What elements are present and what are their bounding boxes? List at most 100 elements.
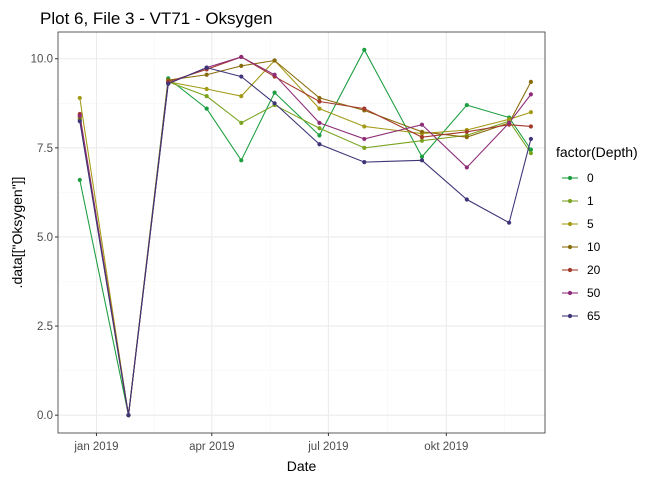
data-point-depth-5 (77, 95, 82, 101)
chart-title: Plot 6, File 3 - VT71 - Oksygen (40, 9, 272, 28)
x-tick-label: apr 2019 (189, 441, 234, 453)
data-point-depth-10 (204, 72, 209, 77)
data-point-depth-65 (272, 101, 277, 106)
data-point-depth-20 (464, 129, 469, 134)
legend-item-depth-5: 5 (562, 217, 594, 231)
data-point-depth-0 (317, 133, 322, 138)
legend-item-depth-0: 0 (562, 171, 594, 185)
y-axis-ticks: 0.0 2.5 5.0 7.5 10.0 (31, 54, 58, 422)
data-point-depth-20 (362, 106, 367, 111)
legend-key-point (567, 267, 573, 273)
data-point-depth-50 (239, 54, 244, 60)
legend-key-point (567, 221, 573, 227)
y-tick-label: 10.0 (31, 54, 53, 66)
minor-gridlines (58, 32, 545, 433)
data-point-depth-0 (77, 177, 82, 183)
legend-label: 50 (587, 286, 601, 300)
data-point-depth-5 (362, 124, 367, 129)
data-point-depth-5 (317, 106, 322, 111)
x-axis-ticks: jan 2019 apr 2019 jul 2019 okt 2019 (73, 433, 468, 453)
legend-item-depth-1: 1 (562, 194, 594, 208)
data-point-depth-65 (362, 160, 367, 165)
y-tick-label: 2.5 (37, 321, 53, 333)
data-point-depth-1 (204, 94, 209, 99)
legend-item-depth-50: 50 (562, 286, 601, 300)
data-point-depth-1 (317, 126, 322, 131)
legend-title: factor(Depth) (556, 144, 638, 160)
legend-key-point (567, 198, 573, 204)
legend-label: 1 (587, 194, 594, 208)
legend-label: 65 (587, 309, 601, 323)
series-line-depth-5 (79, 59, 532, 416)
data-point-depth-50 (507, 120, 512, 125)
data-point-depth-50 (528, 92, 534, 97)
y-axis-title: .data[["Oksygen"]] (9, 177, 25, 289)
series-line-depth-20 (79, 56, 531, 416)
data-point-depth-50 (362, 136, 367, 142)
data-point-depth-65 (166, 81, 171, 86)
major-gridlines (58, 32, 545, 433)
y-tick-label: 7.5 (37, 143, 53, 155)
y-tick-label: 0.0 (37, 410, 53, 422)
data-point-depth-1 (239, 120, 244, 125)
data-point-depth-5 (204, 86, 209, 92)
legend: factor(Depth) 0 1 5 10 20 50 65 (556, 144, 638, 323)
x-axis-title: Date (287, 458, 317, 474)
series-line-depth-10 (79, 59, 532, 416)
data-point-depth-0 (272, 90, 277, 95)
data-point-depth-65 (507, 220, 512, 225)
legend-label: 0 (587, 171, 594, 185)
series-lines (79, 48, 532, 416)
legend-label: 5 (587, 217, 594, 231)
data-point-depth-65 (239, 74, 244, 79)
data-point-depth-10 (464, 135, 469, 140)
data-point-depth-1 (419, 138, 425, 143)
legend-label: 10 (587, 240, 601, 254)
y-tick-label: 5.0 (37, 232, 53, 244)
data-point-depth-10 (239, 63, 244, 68)
data-point-depth-0 (204, 106, 209, 111)
data-point-depth-10 (419, 129, 425, 134)
data-point-depth-20 (317, 99, 322, 104)
series-points (77, 47, 534, 418)
series-line-depth-50 (79, 56, 532, 416)
legend-key-point (567, 175, 573, 181)
legend-key-point (567, 244, 573, 250)
data-point-depth-5 (528, 110, 534, 115)
legend-item-depth-10: 10 (562, 240, 601, 254)
data-point-depth-65 (464, 197, 469, 202)
data-point-depth-0 (419, 154, 425, 159)
data-point-depth-20 (419, 135, 425, 140)
data-point-depth-50 (464, 165, 469, 170)
data-point-depth-0 (528, 147, 534, 152)
data-point-depth-10 (317, 95, 322, 101)
data-point-depth-50 (419, 122, 425, 127)
data-point-depth-0 (239, 158, 244, 163)
series-line-depth-0 (79, 48, 532, 416)
legend-item-depth-65: 65 (562, 309, 601, 323)
data-point-depth-10 (528, 79, 534, 85)
data-point-depth-5 (507, 117, 512, 122)
x-tick-label: jan 2019 (73, 441, 118, 453)
data-point-depth-65 (204, 65, 209, 70)
data-point-depth-65 (317, 142, 322, 147)
data-point-depth-65 (419, 158, 425, 163)
data-point-depth-10 (272, 58, 277, 63)
legend-key-point (567, 313, 573, 319)
data-point-depth-50 (317, 120, 322, 125)
legend-key-point (567, 290, 573, 296)
x-tick-label: okt 2019 (424, 441, 468, 453)
data-point-depth-0 (362, 47, 367, 52)
data-point-depth-65 (528, 136, 534, 142)
data-point-depth-5 (239, 94, 244, 99)
data-point-depth-50 (77, 113, 82, 118)
data-point-depth-50 (272, 72, 277, 77)
series-line-depth-65 (79, 67, 532, 416)
data-point-depth-20 (528, 124, 534, 129)
data-point-depth-65 (126, 413, 131, 418)
data-point-depth-65 (77, 119, 82, 124)
data-point-depth-0 (464, 102, 469, 108)
plot-panel-border (57, 31, 546, 434)
data-point-depth-1 (362, 145, 367, 150)
